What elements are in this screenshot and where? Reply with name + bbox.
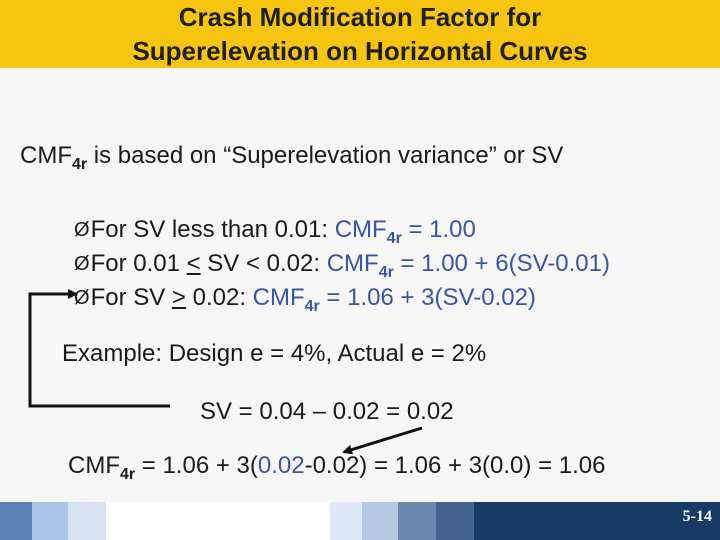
title-line-2: Superelevation on Horizontal Curves xyxy=(132,36,588,66)
calc-part-2: -0.02) = 1.06 + 3(0.0) = 1.06 xyxy=(304,452,606,479)
intro-suffix: is based on “Superelevation variance” or… xyxy=(87,142,564,169)
cmf-label: CMF xyxy=(68,452,120,479)
bullet-item-1: ØFor SV less than 0.01: CMF4r = 1.00 xyxy=(74,216,476,247)
content-area xyxy=(0,68,720,502)
footer-tile xyxy=(474,502,720,540)
diagonal-arrow xyxy=(342,426,423,455)
intro-text: CMF4r is based on “Superelevation varian… xyxy=(20,142,563,173)
bullet-item-2: ØFor 0.01 < SV < 0.02: CMF4r = 1.00 + 6(… xyxy=(74,250,610,281)
page-number: 5-14 xyxy=(682,508,712,525)
cmf-label: CMF xyxy=(334,216,387,243)
footer-tile xyxy=(68,502,106,540)
cmf-subscript: 4r xyxy=(386,230,402,247)
bullet-condition: For SV less than 0.01: xyxy=(90,216,335,243)
gte-symbol: > xyxy=(171,284,186,311)
arrow-bullet-icon: Ø xyxy=(74,253,90,275)
slide-title: Crash Modification Factor for Supereleva… xyxy=(0,0,720,68)
cmf-subscript: 4r xyxy=(378,264,394,281)
cmf-subscript: 4r xyxy=(119,466,136,483)
cmf-label: CMF xyxy=(20,142,72,169)
footer-tile xyxy=(436,502,474,540)
footer-tile xyxy=(398,502,436,540)
calc-part-1: = 1.06 + 3( xyxy=(135,452,258,479)
cmf-subscript: 4r xyxy=(71,156,88,173)
cmf-label: CMF xyxy=(252,284,305,311)
bullet-formula: = 1.00 xyxy=(401,216,476,243)
bullet-condition-a: For SV xyxy=(90,284,172,311)
bullet-item-3: ØFor SV > 0.02: CMF4r = 1.06 + 3(SV-0.02… xyxy=(74,284,536,315)
bullet-condition-b: 0.02: xyxy=(185,284,253,311)
footer-tile xyxy=(106,502,330,540)
bullet-formula: = 1.06 + 3(SV-0.02) xyxy=(319,284,536,311)
footer-tile xyxy=(362,502,398,540)
final-calculation: CMF4r = 1.06 + 3(0.02-0.02) = 1.06 + 3(0… xyxy=(68,452,605,483)
title-line-1: Crash Modification Factor for xyxy=(178,2,542,32)
bullet-condition-a: For 0.01 xyxy=(90,250,187,277)
lte-symbol: < xyxy=(186,250,201,277)
example-text: Example: Design e = 4%, Actual e = 2% xyxy=(62,340,487,367)
footer-tile xyxy=(330,502,362,540)
arrow-bullet-icon: Ø xyxy=(74,219,90,241)
bracket-arrow xyxy=(28,289,170,408)
sv-calculation: SV = 0.04 – 0.02 = 0.02 xyxy=(200,398,454,425)
bullet-condition-b: SV < 0.02: xyxy=(200,250,327,277)
cmf-label: CMF xyxy=(326,250,379,277)
footer-tile xyxy=(0,502,32,540)
footer-tile xyxy=(32,502,68,540)
cmf-subscript: 4r xyxy=(304,298,320,315)
sv-value-highlight: 0.02 xyxy=(257,452,305,479)
title-bar: Crash Modification Factor for Supereleva… xyxy=(0,0,720,68)
bullet-formula: = 1.00 + 6(SV-0.01) xyxy=(393,250,610,277)
